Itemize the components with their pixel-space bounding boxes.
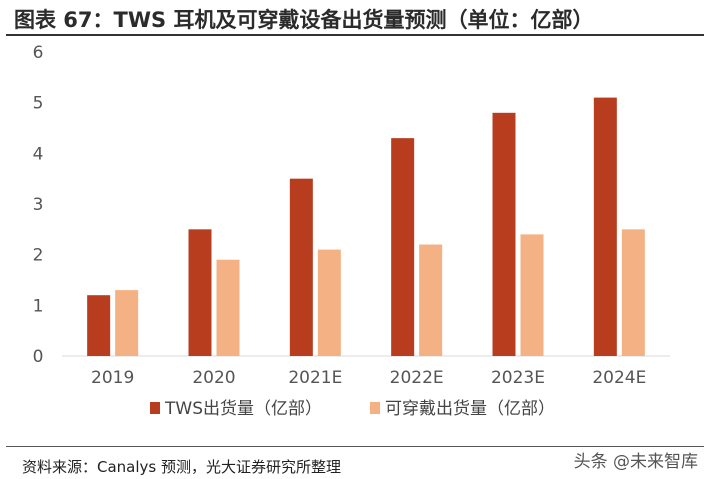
x-tick-label: 2024E xyxy=(592,368,646,388)
y-axis: 0 1 2 3 4 5 6 xyxy=(33,43,44,367)
y-tick-label: 1 xyxy=(33,296,44,316)
x-tick-label: 2022E xyxy=(390,368,444,388)
bar-tws-2021E xyxy=(289,178,313,356)
y-tick-label: 3 xyxy=(33,195,44,215)
watermark: 头条 @未来智库 xyxy=(573,452,698,472)
y-tick-label: 2 xyxy=(33,246,44,266)
bar-chart: 0 1 2 3 4 5 6 2019 2020 2021E 2022E 2023E 2024E TWS… xyxy=(33,43,670,419)
x-tick-label: 2023E xyxy=(491,368,545,388)
bars xyxy=(87,97,645,356)
legend-swatch xyxy=(370,402,380,414)
source-note: 资料来源：Canalys 预测，光大证券研究所整理 xyxy=(22,458,341,476)
bar-wearable-2020 xyxy=(216,259,240,356)
legend: TWS出货量（亿部） 可穿戴出货量（亿部） xyxy=(150,399,555,419)
bar-wearable-2023E xyxy=(520,234,544,356)
legend-swatch xyxy=(150,402,160,414)
bar-tws-2024E xyxy=(593,97,617,356)
bar-wearable-2024E xyxy=(621,229,645,356)
footer-divider xyxy=(6,446,704,447)
x-axis: 2019 2020 2021E 2022E 2023E 2024E xyxy=(91,368,646,388)
title-divider xyxy=(6,34,704,36)
y-tick-label: 5 xyxy=(33,94,44,114)
bar-wearable-2022E xyxy=(419,244,443,356)
legend-label: TWS出货量（亿部） xyxy=(164,399,322,419)
bar-tws-2020 xyxy=(188,229,212,356)
chart-title: 图表 67：TWS 耳机及可穿戴设备出货量预测（单位：亿部） xyxy=(14,8,594,32)
bar-wearable-2021E xyxy=(317,249,341,356)
y-tick-label: 4 xyxy=(33,144,44,164)
bar-tws-2019 xyxy=(87,295,111,356)
x-tick-label: 2021E xyxy=(288,368,342,388)
bar-tws-2022E xyxy=(391,138,415,356)
bar-tws-2023E xyxy=(492,112,516,356)
y-tick-label: 0 xyxy=(33,347,44,367)
legend-label: 可穿戴出货量（亿部） xyxy=(385,399,555,419)
x-tick-label: 2020 xyxy=(192,368,235,388)
x-tick-label: 2019 xyxy=(91,368,134,388)
bar-wearable-2019 xyxy=(115,290,139,356)
y-tick-label: 6 xyxy=(33,43,44,63)
